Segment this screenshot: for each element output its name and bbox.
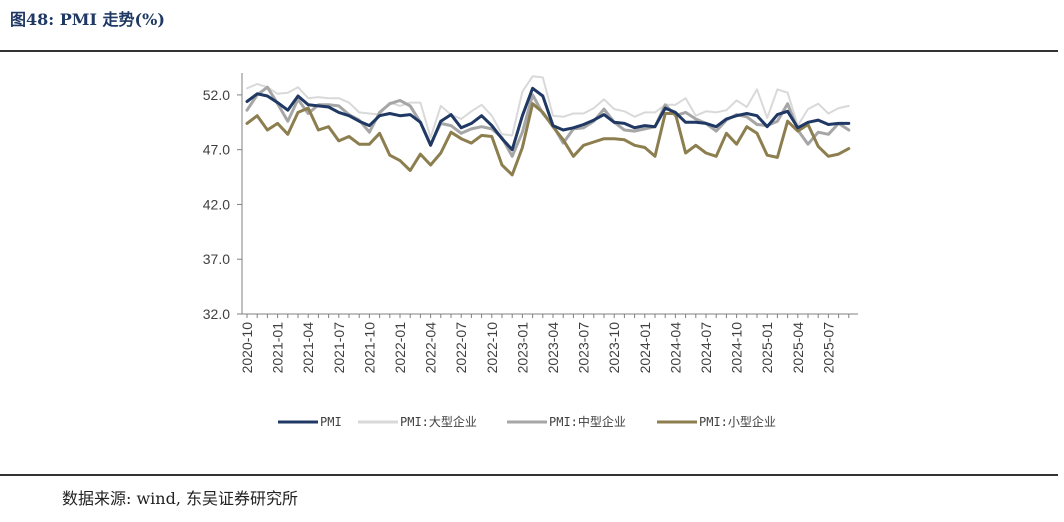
x-tick-label: 2021-07 bbox=[331, 322, 347, 374]
x-tick-label: 2022-01 bbox=[392, 322, 408, 374]
series-line-3 bbox=[245, 102, 851, 177]
x-tick-label: 2021-04 bbox=[300, 322, 316, 374]
y-tick-label: 32.0 bbox=[203, 306, 230, 322]
legend-label: PMI bbox=[320, 415, 342, 429]
x-tick-label: 2024-10 bbox=[729, 322, 745, 374]
y-tick-label: 42.0 bbox=[203, 196, 230, 212]
x-tick-label: 2023-01 bbox=[514, 322, 530, 374]
y-tick-label: 52.0 bbox=[203, 87, 230, 103]
y-tick-label: 47.0 bbox=[203, 142, 230, 158]
x-tick-label: 2021-10 bbox=[361, 322, 377, 374]
bottom-rule bbox=[0, 474, 1058, 476]
top-rule bbox=[0, 50, 1058, 52]
x-tick-label: 2024-01 bbox=[637, 322, 653, 374]
chart-axes: 32.0 37.0 42.0 47.0 52.0 2020-10 2021-01 2021-0… bbox=[203, 73, 858, 373]
source-note: 数据来源: wind, 东吴证券研究所 bbox=[62, 489, 299, 508]
figure-title: 图48: PMI 走势(%) bbox=[10, 10, 165, 29]
legend-label: PMI:大型企业 bbox=[400, 414, 477, 429]
x-tick-label: 2024-04 bbox=[667, 322, 683, 374]
x-tick-label: 2024-07 bbox=[698, 322, 714, 374]
x-tick-label: 2022-10 bbox=[484, 322, 500, 374]
x-tick-label: 2023-07 bbox=[576, 322, 592, 374]
x-tick-label: 2023-04 bbox=[545, 322, 561, 374]
chart-legend: PMI PMI:大型企业 PMI:中型企业 PMI:小型企业 bbox=[278, 414, 776, 429]
legend-label: PMI:小型企业 bbox=[699, 414, 776, 429]
chart-series-lines bbox=[245, 75, 851, 177]
x-tick-label: 2023-10 bbox=[606, 322, 622, 374]
x-tick-label: 2021-01 bbox=[270, 322, 286, 374]
y-tick-label: 37.0 bbox=[203, 251, 230, 267]
x-tick-label: 2025-01 bbox=[759, 322, 775, 374]
x-tick-label: 2022-07 bbox=[453, 322, 469, 374]
legend-label: PMI:中型企业 bbox=[549, 414, 626, 429]
series-line-1 bbox=[246, 75, 850, 139]
x-tick-label: 2020-10 bbox=[239, 322, 255, 374]
series-line-0 bbox=[245, 86, 851, 152]
x-tick-label: 2022-04 bbox=[423, 322, 439, 374]
x-tick-label: 2025-07 bbox=[820, 322, 836, 374]
x-tick-label: 2025-04 bbox=[790, 322, 806, 374]
